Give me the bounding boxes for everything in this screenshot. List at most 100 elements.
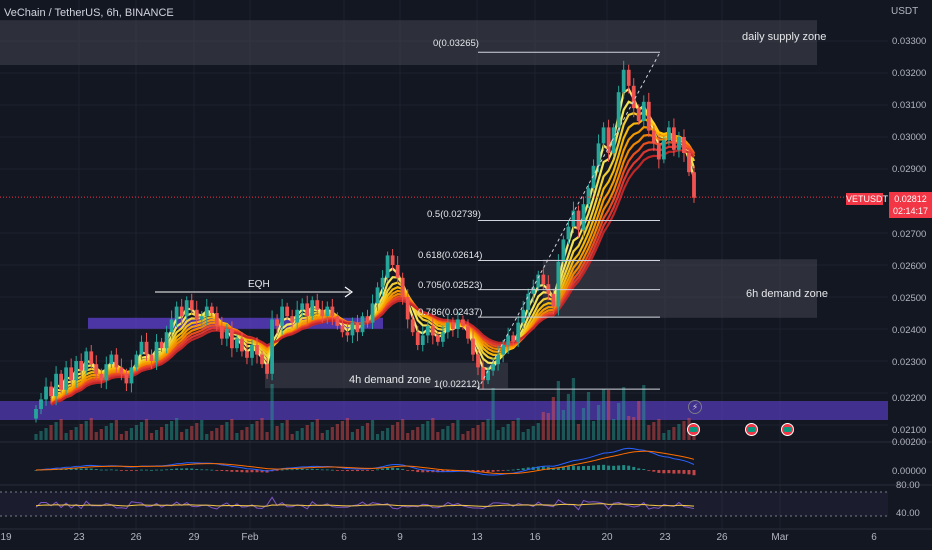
volume-bar (692, 432, 696, 440)
candle-body (219, 325, 224, 339)
macd-histogram-bar (220, 470, 224, 471)
macd-histogram-bar (190, 468, 194, 470)
candle-body (586, 188, 591, 205)
candle-body (666, 127, 671, 141)
volume-bar (586, 392, 591, 440)
volume-bar (240, 430, 244, 440)
volume-bar (280, 423, 284, 440)
macd-histogram-bar (305, 469, 309, 470)
price-tick: 0.02600 (892, 261, 927, 272)
candle-body (255, 345, 259, 355)
candle-body (415, 332, 420, 345)
macd-histogram-bar (607, 465, 611, 470)
candle-body (456, 319, 460, 329)
fib-level-0-618: 0.618(0.02614) (418, 250, 483, 261)
time-tick: 26 (716, 532, 728, 543)
event-flag-icon[interactable] (781, 423, 794, 436)
volume-bar (49, 425, 53, 440)
candle-body (280, 306, 285, 326)
candle-body (626, 69, 631, 86)
volume-bar (637, 401, 641, 440)
event-flag-icon[interactable] (687, 423, 700, 436)
volume-bar (104, 426, 108, 440)
candle-body (692, 172, 696, 198)
volume-bar (541, 412, 545, 440)
volume-bar (617, 403, 621, 440)
volume-bar (340, 421, 344, 440)
candle-body (270, 319, 274, 374)
macd-histogram-bar (376, 469, 380, 471)
candle-body (209, 306, 214, 313)
macd-histogram-bar (345, 470, 349, 472)
candle-body (54, 373, 58, 397)
candle-body (672, 127, 676, 150)
volume-bar (612, 419, 616, 440)
macd-histogram-bar (124, 470, 128, 471)
volume-bar (657, 419, 661, 440)
volume-bar (159, 427, 164, 440)
volume-bar (581, 408, 586, 440)
time-tick: 23 (659, 532, 671, 543)
volume-bar (526, 429, 530, 440)
candle-body (250, 345, 254, 358)
candle-body (235, 338, 239, 349)
volume-bar (180, 432, 184, 440)
macd-histogram-bar (446, 470, 450, 472)
volume-bar (170, 421, 174, 440)
volume-bar (144, 419, 149, 440)
candle-body (184, 300, 189, 317)
candle-body (551, 293, 556, 307)
last-price-value: 0.02812 (894, 194, 927, 204)
time-tick: 29 (188, 532, 200, 543)
candle-body (395, 265, 400, 278)
candle-body (420, 335, 425, 345)
volume-bar (119, 434, 123, 440)
macd-histogram-bar (315, 469, 319, 470)
candle-body (631, 85, 636, 109)
volume-bar (370, 420, 375, 440)
macd-histogram-bar (551, 467, 555, 470)
volume-bar (345, 418, 350, 440)
volume-bar (149, 433, 154, 440)
macd-histogram-bar (175, 468, 179, 470)
volume-bar (431, 418, 435, 440)
macd-histogram-bar (491, 470, 495, 472)
macd-histogram-bar (366, 470, 370, 471)
volume-bar (677, 424, 681, 440)
candle-body (476, 354, 480, 368)
candle-body (516, 322, 521, 342)
volume-bar (305, 425, 309, 440)
volume-bar (185, 429, 189, 440)
volume-bar (355, 429, 360, 440)
macd-histogram-bar (592, 465, 596, 470)
fib-level-0: 0(0.03265) (433, 38, 479, 49)
event-flag-icon[interactable] (745, 423, 758, 436)
macd-histogram-bar (325, 469, 329, 471)
macd-tick: 0.00200 (892, 437, 927, 448)
candle-body (355, 322, 360, 333)
macd-histogram-bar (602, 464, 606, 470)
candle-body (481, 367, 485, 381)
price-tick: 0.02700 (892, 229, 927, 240)
bolt-icon[interactable]: ⚡ (688, 400, 702, 414)
candle-body (164, 332, 169, 349)
volume-bar (391, 425, 395, 440)
macd-histogram-bar (109, 469, 113, 471)
candle-body (546, 284, 551, 294)
candle-body (536, 274, 541, 288)
macd-histogram-bar (556, 467, 560, 470)
macd-histogram-bar (34, 470, 38, 471)
volume-bar (195, 423, 199, 440)
candle-body (169, 319, 174, 333)
6h-demand-zone (543, 259, 817, 318)
candle-body (571, 210, 576, 227)
price-tick: 0.03200 (892, 68, 927, 79)
macd-histogram-bar (79, 468, 83, 470)
macd-histogram-bar (330, 469, 334, 471)
macd-histogram-bar (69, 468, 73, 470)
volume-bar (682, 421, 686, 440)
macd-histogram-bar (642, 469, 646, 470)
macd-histogram-bar (260, 470, 264, 473)
